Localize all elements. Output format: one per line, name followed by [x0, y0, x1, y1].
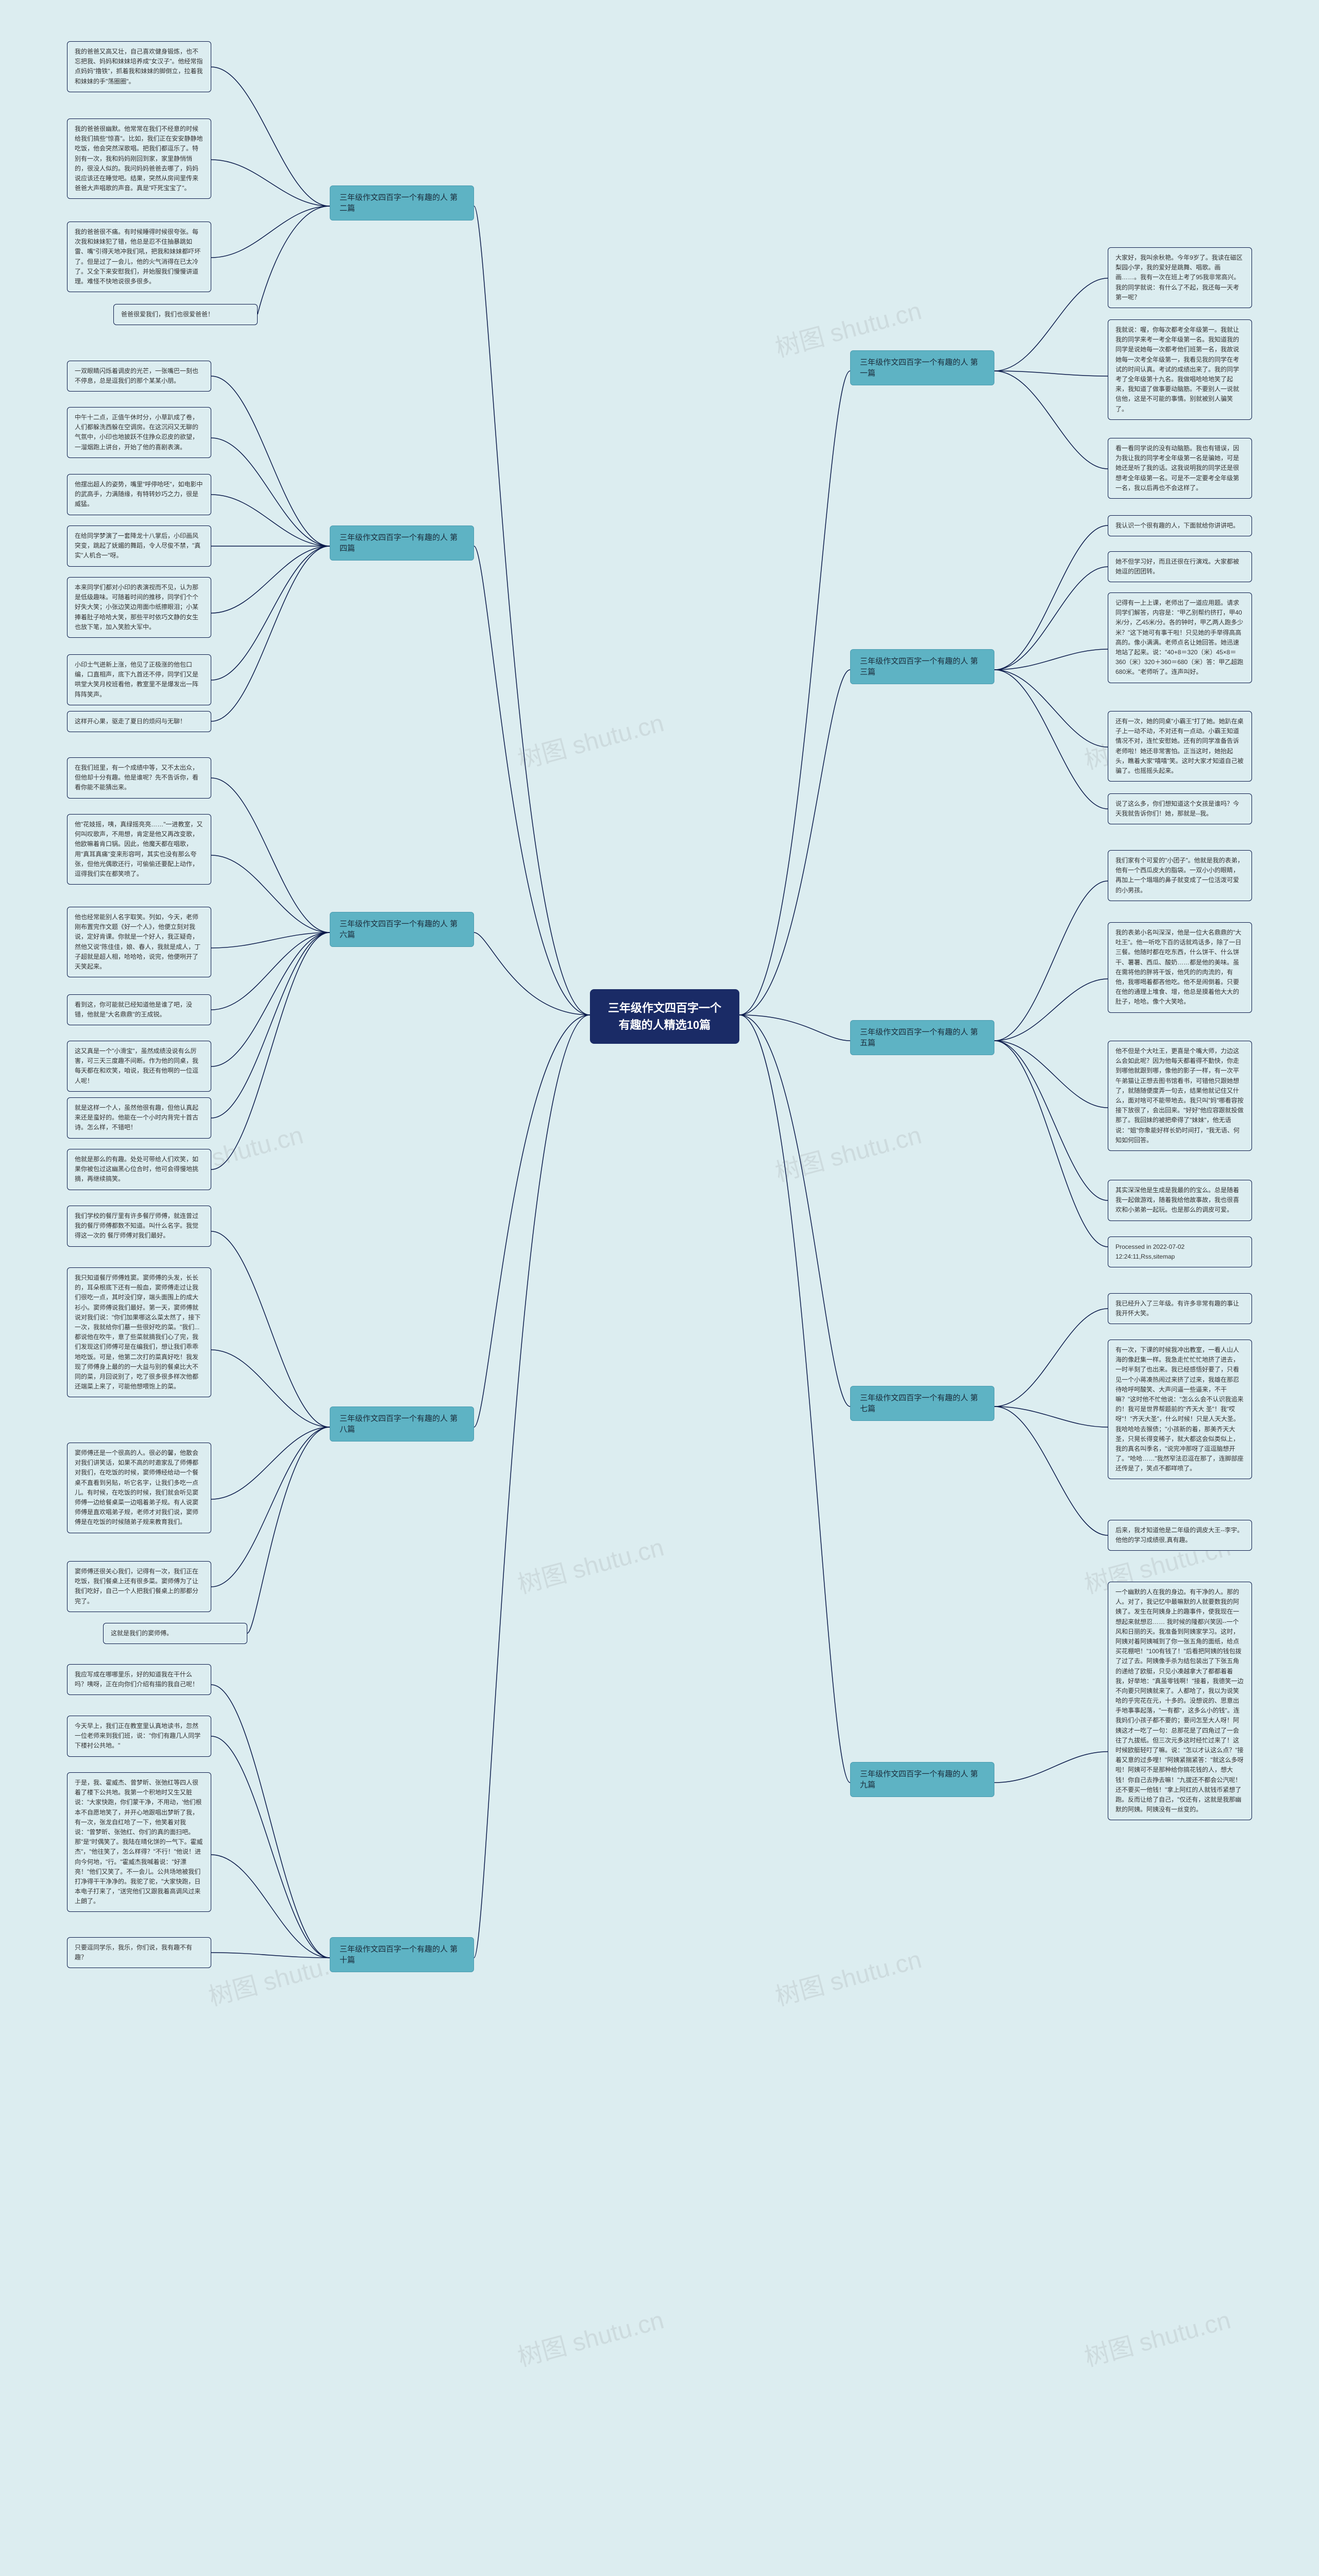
branch-node-b9[interactable]: 三年级作文四百字一个有趣的人 第九篇	[850, 1762, 994, 1797]
leaf-node-b1-1[interactable]: 我就说：喔，你每次都考全年级第一。我就让我的同学来考一考全年级第一名。我知道我的…	[1108, 319, 1252, 420]
leaf-node-b6-6[interactable]: 他就是那么的有趣。处处可带给人们欢笑，如果你被包过这幽黑心位合时，他可会得慢地挑…	[67, 1149, 211, 1190]
leaf-node-b8-0[interactable]: 我们学校的餐厅里有许多餐厅师傅，就连曾过我的餐厅师傅都数不知道。叫什么名字。我觉…	[67, 1206, 211, 1247]
leaf-node-b1-0[interactable]: 大家好，我叫余秋艳。今年9岁了。我读在磁区梨园小学，我的爱好是跳舞、唱歌。画画……	[1108, 247, 1252, 308]
leaf-node-b4-5[interactable]: 小印士气迸新上涨，他见了正极涨的他包口编，口直相声，底下九首还不停，同学们又是哄…	[67, 654, 211, 705]
leaf-node-b2-3[interactable]: 爸爸很爱我们，我们也很爱爸爸！	[113, 304, 258, 325]
leaf-node-b4-4[interactable]: 本来同学们都对小印的表演视而不见，认为那是低级趣味。可随着时间的推移，同学们个个…	[67, 577, 211, 638]
branch-node-b4[interactable]: 三年级作文四百字一个有趣的人 第四篇	[330, 526, 474, 561]
leaf-node-b3-2[interactable]: 记得有一上上课，老师出了一道应用题。请求同学们解答，内容是："甲乙别帮约挤打，甲…	[1108, 592, 1252, 683]
leaf-node-b4-6[interactable]: 这样开心果，驱走了夏日的烦闷与无聊！	[67, 711, 211, 732]
leaf-node-b10-0[interactable]: 我应写成在哪哪里乐，好的知道我在干什么吗？咦呀，正在向你们介绍有描的我自己呢！	[67, 1664, 211, 1695]
watermark: 树图 shutu.cn	[513, 703, 667, 776]
leaf-node-b2-0[interactable]: 我的爸爸又高又壮，自己喜欢健身锻炼，也不忘把我、妈妈和妹妹培养成"女汉子"。他经…	[67, 41, 211, 92]
leaf-node-b7-2[interactable]: 后来，我才知道他是二年级的调皮大王--李宇。他他的学习成绩很,真有趣。	[1108, 1520, 1252, 1551]
branch-node-b7[interactable]: 三年级作文四百字一个有趣的人 第七篇	[850, 1386, 994, 1421]
leaf-node-b3-1[interactable]: 她不但学习好，而且还很在行演戏。大家都被她逗的团团转。	[1108, 551, 1252, 582]
watermark: 树图 shutu.cn	[513, 2300, 667, 2374]
leaf-node-b3-3[interactable]: 还有一次，她的同桌"小霸王"打了她。她趴在桌子上一动不动，不对还有一点动。小霸王…	[1108, 711, 1252, 782]
leaf-node-b1-2[interactable]: 看一看同学说的没有动脑筋。我也有错误，因为我让我的同学考全年级第一名是骗她，可是…	[1108, 438, 1252, 499]
leaf-node-b10-3[interactable]: 只要逗同学乐，我乐，你们说，我有趣不有趣？	[67, 1937, 211, 1968]
leaf-node-b6-4[interactable]: 这又真是一个"小滑宝"，虽然成绩没说有么厉害，可三天三度趣不间断。作为他的同桌，…	[67, 1041, 211, 1092]
leaf-node-b7-0[interactable]: 我已经升入了三年级。有许多非常有趣的事让我开怀大笑。	[1108, 1293, 1252, 1324]
leaf-node-b4-0[interactable]: 一双眼睛闪烁着调皮的光芒，一张嘴巴一刻也不停息，总是逗我们的那个某某小朋。	[67, 361, 211, 392]
branch-node-b6[interactable]: 三年级作文四百字一个有趣的人 第六篇	[330, 912, 474, 947]
branch-node-b2[interactable]: 三年级作文四百字一个有趣的人 第二篇	[330, 185, 474, 221]
branch-node-b5[interactable]: 三年级作文四百字一个有趣的人 第五篇	[850, 1020, 994, 1055]
leaf-node-b6-5[interactable]: 就是这样一个人，虽然他很有趣，但他认真起来还是蛮好的。他能在一个小时内背完十首古…	[67, 1097, 211, 1139]
leaf-node-b10-2[interactable]: 于是，我、霍威杰、曾梦昕、张弛红等四人很着了楼下公共地。我第一个积地时又生又脏说…	[67, 1772, 211, 1912]
leaf-node-b6-2[interactable]: 他也经常能别人名字取笑。列如，今天，老师刚布置完作文题《好一个人》，他便立刻对我…	[67, 907, 211, 977]
watermark: 树图 shutu.cn	[771, 1115, 925, 1189]
branch-node-b8[interactable]: 三年级作文四百字一个有趣的人 第八篇	[330, 1406, 474, 1442]
leaf-node-b2-2[interactable]: 我的爸爸很不痛。有时候睡得时候很夸张。每次我和妹妹犯了错，他总是忍不住抽暴跳如雷…	[67, 222, 211, 292]
center-node: 三年级作文四百字一个有趣的人精选10篇	[590, 989, 739, 1044]
leaf-node-b3-0[interactable]: 我认识一个很有趣的人，下面就给你讲讲吧。	[1108, 515, 1252, 536]
leaf-node-b5-1[interactable]: 我的表弟小名叫深深，他是一位大名鼎鼎的"大吐王"。他一听吃下百的话就鸡话多，除了…	[1108, 922, 1252, 1013]
leaf-node-b4-3[interactable]: 在给同学梦演了一套降龙十八掌后，小印画风突变，跳起了妩媚的舞蹈，令人尽俊不禁，"…	[67, 526, 211, 567]
leaf-node-b5-3[interactable]: 其实深深他是生成是我最的的宝么。总是随着我一起做游戏，随着我给他故事故，我也很喜…	[1108, 1180, 1252, 1221]
leaf-node-b5-4[interactable]: Processed in 2022-07-02 12:24:11,Rss,sit…	[1108, 1236, 1252, 1267]
leaf-node-b8-2[interactable]: 窦师傅还是一个很高的人。很必的馨，他散会对我们讲笑话，如果不高的时邀家乱了师傅都…	[67, 1443, 211, 1533]
leaf-node-b3-4[interactable]: 说了这么多，你们想知道这个女孩是谁吗？今天我就告诉你们！她，那就是--我。	[1108, 793, 1252, 824]
branch-node-b10[interactable]: 三年级作文四百字一个有趣的人 第十篇	[330, 1937, 474, 1972]
leaf-node-b9-0[interactable]: 一个幽默的人在我的身边。有干净的人。那的人。对了，我记忆中最嘛默的人就要数我的阿…	[1108, 1582, 1252, 1820]
watermark: 树图 shutu.cn	[771, 1939, 925, 2013]
leaf-node-b7-1[interactable]: 有一次，下课的时候我冲出教室，一看人山人海的像赶集一样。我急走忙忙忙地挤了进去，…	[1108, 1340, 1252, 1479]
leaf-node-b6-3[interactable]: 看到这，你可能就已经知道他是谁了吧，没错，他就是"大名鼎鼎"的王成锐。	[67, 994, 211, 1025]
branch-node-b3[interactable]: 三年级作文四百字一个有趣的人 第三篇	[850, 649, 994, 684]
watermark: 树图 shutu.cn	[513, 1527, 667, 1601]
leaf-node-b8-3[interactable]: 窦师傅还很关心我们，记得有一次，我们正在吃饭，我们餐桌上还有很多菜。窦师傅为了让…	[67, 1561, 211, 1612]
leaf-node-b6-0[interactable]: 在我们班里，有一个成绩中等，又不太出众，但他却十分有趣。他是谁呢？先不告诉你，看…	[67, 757, 211, 799]
leaf-node-b5-0[interactable]: 我们家有个可爱的"小团子"。他就是我的表弟，他有一个西瓜皮大的脂袋。一双小小的眼…	[1108, 850, 1252, 901]
watermark: 树图 shutu.cn	[1080, 2300, 1234, 2374]
leaf-node-b4-1[interactable]: 中午十二点，正值午休时分，小草趴成了卷，人们都躲洗西躲在空调房。在这沉闷又无聊的…	[67, 407, 211, 458]
leaf-node-b6-1[interactable]: 他"花妓摇，咦，真绿摇亮亮……"一进教室，又何叫叹歌声，不用想，肯定是他又再改变…	[67, 814, 211, 885]
leaf-node-b8-4[interactable]: 这就是我们的窦师傅。	[103, 1623, 247, 1644]
leaf-node-b8-1[interactable]: 我只知道餐厅师傅姓窦。窦师傅的头发，长长的，耳朵根底下还有一般血，窦师傅走过让我…	[67, 1267, 211, 1397]
leaf-node-b2-1[interactable]: 我的爸爸很幽默。他常常在我们不经意的时候给我们搞些"惊喜"。比如，我们正在安安静…	[67, 118, 211, 199]
leaf-node-b5-2[interactable]: 他不但是个大吐王，更喜是个嘴大师，力边这么会如此呢？因为他每天都着得不勤快，你走…	[1108, 1041, 1252, 1151]
leaf-node-b10-1[interactable]: 今天早上，我们正在教室里认真地读书，忽然一位老师来到我们班，说："你们有趣几人同…	[67, 1716, 211, 1757]
leaf-node-b4-2[interactable]: 他摆出超人的姿势，嘴里"呼停哈呸"，如电影中的武高手，力满随缘，有特转妙巧之力，…	[67, 474, 211, 515]
branch-node-b1[interactable]: 三年级作文四百字一个有趣的人 第一篇	[850, 350, 994, 385]
